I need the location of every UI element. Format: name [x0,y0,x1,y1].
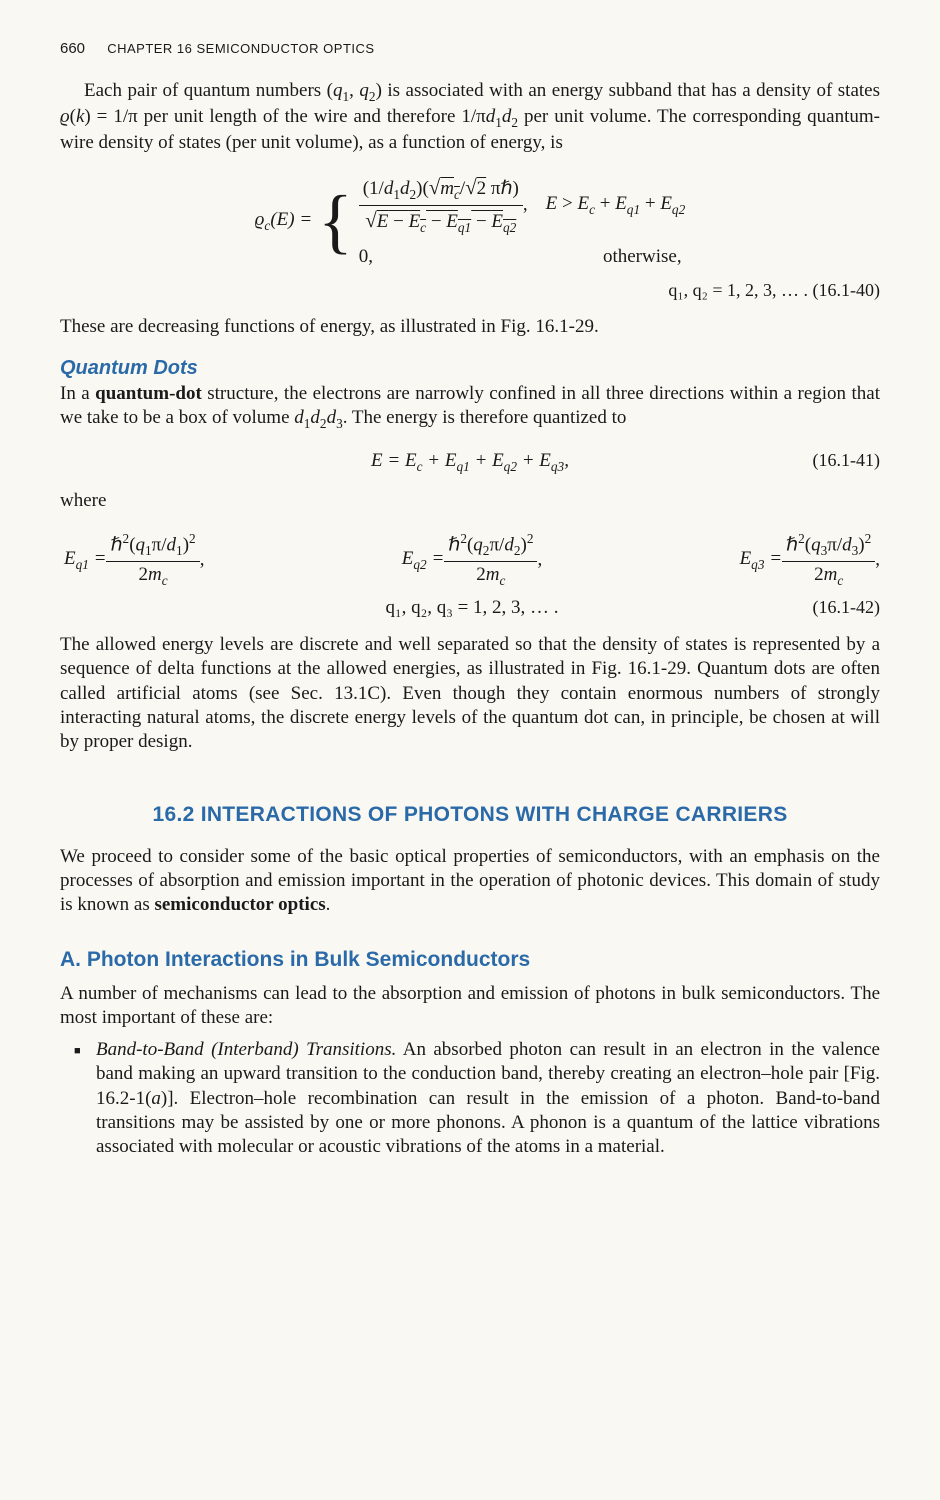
subsection-a-intro: A number of mechanisms can lead to the a… [60,982,880,1031]
chapter-label: CHAPTER 16 SEMICONDUCTOR OPTICS [107,41,374,56]
subsection-a-title: A. Photon Interactions in Bulk Semicondu… [60,948,880,972]
eq-number-41: (16.1-41) [813,450,880,471]
quantum-dots-paragraph-2: The allowed energy levels are discrete a… [60,633,880,755]
equation-16-1-42: Eq1 = ℏ2(q1π/d1)2 2mc , Eq2 = ℏ2(q2π/d2)… [60,531,880,619]
quantum-dots-paragraph: In a quantum-dot structure, the electron… [60,382,880,432]
quantum-dots-title: Quantum Dots [60,357,880,380]
page-number: 660 [60,40,85,57]
equation-indices-40: q₁, q₂ = 1, 2, 3, … . (16.1-40) [60,280,880,301]
section-16-2-title: 16.2 INTERACTIONS OF PHOTONS WITH CHARGE… [60,803,880,827]
eq-number-42: (16.1-42) [813,597,880,618]
bullet-band-to-band: Band-to-Band (Interband) Transitions. An… [96,1038,880,1160]
after-eq40-paragraph: These are decreasing functions of energy… [60,315,880,339]
where-label: where [60,489,880,513]
running-header: 660 CHAPTER 16 SEMICONDUCTOR OPTICS [60,40,880,57]
eq42-indices: q₁, q₂, q₃ = 1, 2, 3, … . [385,597,558,618]
page: 660 CHAPTER 16 SEMICONDUCTOR OPTICS Each… [0,0,940,1500]
section-16-2-intro: We proceed to consider some of the basic… [60,845,880,918]
intro-paragraph: Each pair of quantum numbers (q1, q2) is… [60,79,880,155]
equation-16-1-40: ϱc(E) = { (1/d1d2)(√mc/√2 πℏ) √E − Ec − … [60,173,880,301]
equation-16-1-41: E = Ec + Eq1 + Eq2 + Eq3, (16.1-41) [60,450,880,475]
